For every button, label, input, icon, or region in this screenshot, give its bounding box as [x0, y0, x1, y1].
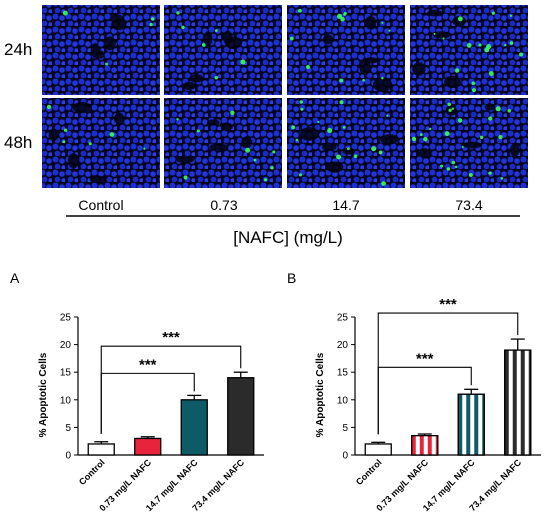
- significance-bracket: [377, 312, 519, 435]
- micrograph-tile-48h-Control: [42, 98, 160, 188]
- micrograph-tile-24h-0.73: [164, 5, 282, 95]
- row-label-48h: 48h: [4, 133, 32, 152]
- micrograph-tile-24h-14.7: [287, 5, 405, 95]
- bar-stripes: [411, 435, 439, 456]
- y-tick-label: 25: [337, 313, 349, 324]
- significance-label: ***: [139, 356, 157, 373]
- significance-bracket: [377, 366, 472, 435]
- significance-label: ***: [439, 296, 457, 313]
- y-tick-label: 20: [60, 340, 72, 351]
- panel-letter-a: A: [10, 270, 20, 286]
- y-tick-label: 25: [60, 313, 72, 324]
- bar-14.7-mg-l-nafc: [180, 399, 208, 456]
- y-axis-label: % Apoptotic Cells: [315, 352, 326, 437]
- y-axis-label: % Apoptotic Cells: [38, 352, 49, 437]
- micrograph-tile-24h-Control: [42, 5, 160, 95]
- micrograph-panel: 24h 48h Control 0.73 14.7 73.4 [NAFC] (m…: [4, 5, 528, 247]
- category-label: Control: [77, 457, 107, 487]
- bar-73.4-mg-l-nafc: [227, 377, 255, 456]
- y-tick-label: 10: [60, 395, 72, 406]
- bar-control: [364, 443, 392, 456]
- y-tick-label: 5: [342, 423, 348, 434]
- condition-label-0.73: 0.73: [210, 197, 237, 213]
- y-tick-label: 20: [337, 340, 349, 351]
- significance-label: ***: [416, 350, 434, 367]
- micrograph-tile-24h-73.4: [410, 5, 528, 95]
- panel-letter-b: B: [287, 270, 296, 286]
- bar-stripes: [504, 349, 532, 456]
- condition-label-control: Control: [78, 197, 123, 213]
- y-tick-label: 0: [342, 451, 348, 462]
- y-tick-label: 15: [60, 368, 72, 379]
- category-label: 73.4 mg/L NAFC: [190, 457, 246, 513]
- concentration-axis-title: [NAFC] (mg/L): [233, 228, 343, 247]
- micrograph-tile-48h-14.7: [287, 98, 405, 188]
- y-tick-label: 10: [337, 395, 349, 406]
- micrograph-tile-48h-0.73: [164, 98, 282, 188]
- bar-control: [87, 443, 115, 456]
- significance-label: ***: [162, 329, 180, 346]
- micrograph-tile-48h-73.4: [410, 98, 528, 188]
- significance-bracket: [100, 372, 195, 434]
- y-tick-label: 0: [65, 451, 71, 462]
- category-label: Control: [354, 457, 384, 487]
- bar-0.73-mg-l-nafc: [134, 437, 162, 456]
- chart-b: B % Apoptotic Cells 0510152025Control0.7…: [287, 270, 541, 513]
- category-label: 73.4 mg/L NAFC: [467, 457, 523, 513]
- y-tick-label: 15: [337, 368, 349, 379]
- condition-label-73.4: 73.4: [455, 197, 482, 213]
- y-tick-label: 5: [65, 423, 71, 434]
- significance-bracket: [100, 345, 242, 434]
- row-label-24h: 24h: [4, 40, 32, 59]
- chart-a: A % Apoptotic Cells 0510152025Control0.7…: [10, 270, 264, 513]
- bar-stripes: [457, 393, 485, 456]
- condition-label-14.7: 14.7: [332, 197, 359, 213]
